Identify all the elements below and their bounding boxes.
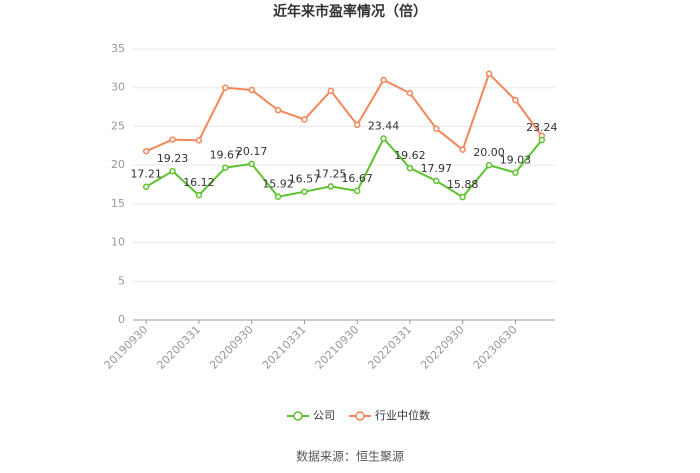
point <box>327 183 335 190</box>
point <box>485 70 493 78</box>
point <box>169 136 176 143</box>
y-tick-label: 20 <box>111 158 125 171</box>
y-tick-label: 0 <box>118 313 125 326</box>
point <box>380 76 387 84</box>
source: 数据来源：恒生聚源 <box>296 449 404 464</box>
x-tick-label: 20210331 <box>260 323 309 372</box>
point <box>380 135 387 142</box>
data-label: 23.24 <box>526 121 558 134</box>
point <box>195 191 203 199</box>
data-label: 19.62 <box>394 149 426 162</box>
y-tick-label: 10 <box>111 236 125 249</box>
legend-label: 行业中位数 <box>375 408 430 422</box>
data-label: 15.88 <box>447 178 479 191</box>
data-label: 17.21 <box>130 168 162 181</box>
y-tick-label: 35 <box>111 42 125 55</box>
point <box>274 106 282 114</box>
data-label: 19.03 <box>500 154 532 167</box>
point <box>301 116 308 123</box>
point <box>538 136 546 144</box>
data-label: 20.00 <box>473 146 505 159</box>
x-tick-label: 20190930 <box>102 323 151 372</box>
data-label: 16.57 <box>289 173 321 186</box>
legend-item: 公司 <box>287 409 335 422</box>
point <box>406 89 414 97</box>
x-tick-label: 20230630 <box>471 323 520 372</box>
point <box>353 187 361 195</box>
legend-item: 行业中位数 <box>349 408 430 422</box>
x-tick-label: 20200331 <box>154 323 203 372</box>
point <box>142 147 150 155</box>
point <box>433 125 440 133</box>
y-tick-label: 15 <box>111 197 125 210</box>
data-label: 15.92 <box>262 178 294 191</box>
point <box>195 137 203 144</box>
data-label: 23.44 <box>368 120 400 133</box>
legend-marker <box>293 411 303 421</box>
point <box>485 161 493 169</box>
chart-title: 近年来市盈率情况（倍） <box>273 3 427 20</box>
x-tick-label: 20200930 <box>207 323 256 372</box>
point <box>301 188 308 195</box>
data-label: 19.67 <box>210 149 242 162</box>
point <box>222 84 229 91</box>
point <box>274 193 282 200</box>
point <box>459 193 466 201</box>
point <box>459 146 466 153</box>
data-label: 19.23 <box>157 152 189 165</box>
data-label: 16.12 <box>183 176 215 189</box>
legend-marker <box>355 411 365 421</box>
series-line <box>145 136 543 199</box>
point <box>169 167 176 175</box>
series-line <box>145 71 543 153</box>
y-tick-label: 5 <box>118 274 125 287</box>
point <box>248 86 255 94</box>
point <box>222 164 229 171</box>
y-tick-label: 30 <box>111 81 125 94</box>
point <box>142 183 150 190</box>
legend-label: 公司 <box>313 409 335 422</box>
x-tick-label: 20220331 <box>365 323 414 372</box>
y-tick-label: 25 <box>111 119 125 132</box>
data-label: 16.67 <box>341 172 373 185</box>
data-label: 20.17 <box>236 145 268 158</box>
point <box>353 121 361 129</box>
x-tick-label: 20220930 <box>418 323 467 372</box>
point <box>327 87 335 95</box>
point <box>248 160 255 168</box>
point <box>433 177 440 185</box>
point <box>512 96 519 104</box>
data-label: 17.25 <box>315 167 347 180</box>
point <box>406 164 414 172</box>
x-tick-label: 20210930 <box>313 323 362 372</box>
point <box>512 169 519 176</box>
data-label: 17.97 <box>421 162 453 175</box>
